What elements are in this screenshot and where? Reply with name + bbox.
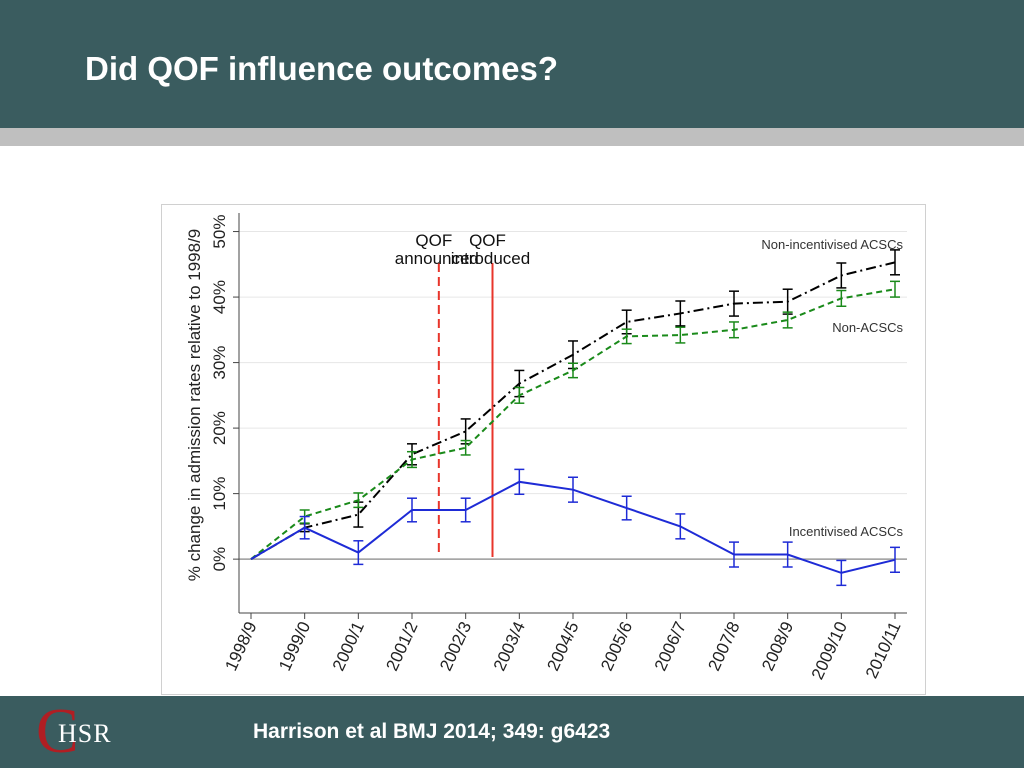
error-bar (729, 290, 739, 317)
error-bar (299, 515, 310, 540)
slide-footer (0, 696, 1024, 768)
series-line (250, 288, 896, 560)
error-bar (353, 540, 364, 566)
error-bar (621, 495, 632, 521)
axis-layer: 0% 10% 20% 30% 40% 50% % change in admission r… (185, 213, 907, 682)
x-tick-label: 1999/0 (275, 619, 314, 674)
error-bar (729, 541, 739, 568)
series-label: Non-incentivised ACSCs (761, 237, 903, 252)
admission-rates-chart: 0% 10% 20% 30% 40% 50% % change in admission r… (185, 213, 907, 682)
y-tick-label: 40% (210, 280, 229, 314)
error-bar (836, 559, 847, 587)
x-tick-label: 2008/9 (758, 619, 797, 674)
error-bar (568, 476, 578, 503)
error-bar (782, 311, 793, 329)
y-tick-label: 30% (210, 346, 229, 380)
series-line (250, 261, 896, 561)
error-bar (890, 546, 900, 573)
x-tick-label: 2005/6 (597, 619, 636, 674)
y-tick-label: 10% (210, 477, 229, 511)
error-bar (621, 328, 632, 345)
citation: Harrison et al BMJ 2014; 349: g6423 (253, 720, 611, 743)
x-tick-label: 2007/8 (704, 619, 743, 674)
logo-c-letter: C (36, 695, 79, 766)
x-tick-label: 2009/10 (808, 619, 851, 683)
error-bar (407, 497, 417, 523)
error-bar (407, 450, 417, 469)
x-tick-label: 2001/2 (382, 619, 421, 674)
series-layer (250, 249, 900, 587)
event-label-bottom: introduced (451, 249, 530, 268)
y-tick-label: 20% (210, 411, 229, 445)
error-bar (514, 386, 525, 404)
error-bar (890, 249, 900, 276)
x-tick-label: 2004/5 (543, 619, 582, 674)
error-bar (729, 321, 739, 339)
x-tick-label: 2002/3 (436, 619, 475, 674)
error-bar (836, 289, 847, 307)
x-tick-label: 1998/9 (221, 619, 260, 674)
error-bar (353, 492, 364, 509)
grid-layer (239, 231, 907, 560)
error-bar (568, 362, 578, 379)
error-bar (782, 288, 793, 315)
slide-title: Did QOF influence outcomes? (85, 50, 559, 87)
y-tick-label: 0% (210, 547, 229, 572)
series-label: Non-ACSCs (832, 320, 903, 335)
error-bar (460, 497, 471, 523)
chsr-logo: C HSR (32, 699, 152, 763)
chart-frame: 0% 10% 20% 30% 40% 50% % change in admission r… (161, 204, 926, 695)
logo-text: HSR (58, 719, 112, 748)
series-label: Incentivised ACSCs (789, 524, 904, 539)
error-bar (675, 300, 686, 327)
error-bar (890, 280, 900, 298)
y-tick-label: 50% (210, 215, 229, 249)
error-bar (675, 513, 686, 540)
event-label-bottom: announced (395, 249, 479, 268)
event-label-top: QOF (415, 231, 452, 250)
error-bar (675, 326, 686, 344)
error-bar (782, 541, 793, 568)
error-bar (514, 468, 525, 496)
error-bar (836, 262, 847, 289)
event-label-top: QOF (469, 231, 506, 250)
y-axis-label: % change in admission rates relative to … (185, 229, 204, 581)
x-tick-label: 2006/7 (651, 619, 690, 674)
x-tick-label: 2000/1 (329, 619, 368, 674)
header-divider (0, 128, 1024, 146)
x-tick-label: 2003/4 (490, 619, 529, 674)
slide-header: Did QOF influence outcomes? (0, 0, 1024, 128)
error-bar (460, 439, 471, 456)
vline-layer (437, 263, 494, 557)
x-tick-label: 2010/11 (862, 619, 905, 682)
